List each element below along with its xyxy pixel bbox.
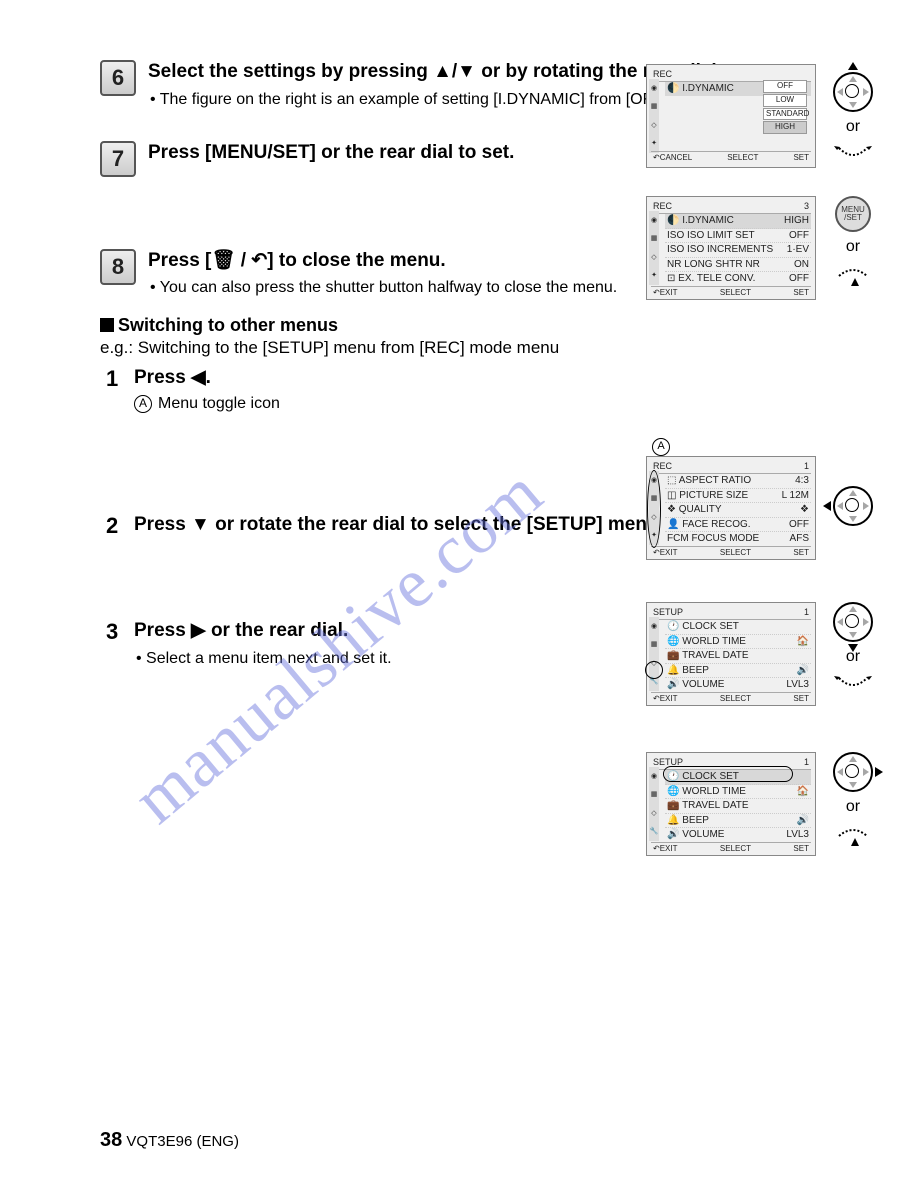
sub-num-3: 3	[106, 619, 134, 645]
sub-num-2: 2	[106, 513, 134, 539]
section-eg: e.g.: Switching to the [SETUP] menu from…	[100, 338, 858, 358]
dpad-right-icon	[833, 752, 873, 792]
step-6-figure: REC ◉▦◇✦ 🌓 I.DYNAMIC OFF LOW STANDARD HI…	[646, 64, 878, 168]
step-number-7: 7	[100, 141, 136, 177]
dpad-icon	[833, 72, 873, 112]
sub-1-title: Press ◀.	[134, 366, 858, 391]
lcd-setup2: SETUP1 ◉▦◇🔧 🕐 CLOCK SET 🌐 WORLD TIME🏠 💼 …	[646, 752, 816, 856]
step-number-6: 6	[100, 60, 136, 96]
sub-2-controls: or	[828, 602, 878, 690]
dpad-left-icon	[833, 486, 873, 526]
page-number: 38	[100, 1129, 122, 1151]
step-number-8: 8	[100, 249, 136, 285]
page-footer: 38 VQT3E96 (ENG)	[100, 1129, 239, 1152]
rear-dial-icon	[833, 142, 873, 160]
or-label: or	[846, 798, 860, 816]
sub-1-detail: AMenu toggle icon	[134, 395, 858, 413]
sub-1-controls	[828, 456, 878, 526]
lcd-idynamic: REC ◉▦◇✦ 🌓 I.DYNAMIC OFF LOW STANDARD HI…	[646, 64, 816, 168]
or-label: or	[846, 238, 860, 256]
sub-2-figure: SETUP1 ◉▦◇🔧 🕐 CLOCK SET 🌐 WORLD TIME🏠 💼 …	[646, 602, 878, 706]
step-7-figure: REC3 ◉▦◇✦ 🌓 I.DYNAMICHIGH ISO ISO LIMIT …	[646, 196, 878, 300]
lcd-rec-menu1: REC1 ◉▦◇✦ ⬚ ASPECT RATIO4:3 ◫ PICTURE SI…	[646, 456, 816, 560]
sub-1-figure: A REC1 ◉▦◇✦ ⬚ ASPECT RATIO4:3 ◫ PICTURE …	[646, 456, 878, 560]
sub-num-1: 1	[106, 366, 134, 392]
rear-dial-icon	[833, 672, 873, 690]
section-heading: Switching to other menus	[100, 315, 858, 336]
sub-3-controls: or	[828, 752, 878, 840]
dpad-down-icon	[833, 602, 873, 642]
rear-dial-up-icon	[833, 822, 873, 840]
sub-3-figure: SETUP1 ◉▦◇🔧 🕐 CLOCK SET 🌐 WORLD TIME🏠 💼 …	[646, 752, 878, 856]
doc-code: VQT3E96 (ENG)	[126, 1133, 239, 1150]
step-6-controls: or	[828, 64, 878, 160]
menuset-button-icon: MENU /SET	[835, 196, 871, 232]
or-label: or	[846, 118, 860, 136]
lcd-setup1: SETUP1 ◉▦◇🔧 🕐 CLOCK SET 🌐 WORLD TIME🏠 💼 …	[646, 602, 816, 706]
step-7-controls: MENU /SET or	[828, 196, 878, 280]
sub-step-1: 1 Press ◀. AMenu toggle icon	[106, 366, 858, 413]
rear-dial-up-icon	[833, 262, 873, 280]
callout-a: A	[652, 438, 670, 456]
lcd-rec-full: REC3 ◉▦◇✦ 🌓 I.DYNAMICHIGH ISO ISO LIMIT …	[646, 196, 816, 300]
